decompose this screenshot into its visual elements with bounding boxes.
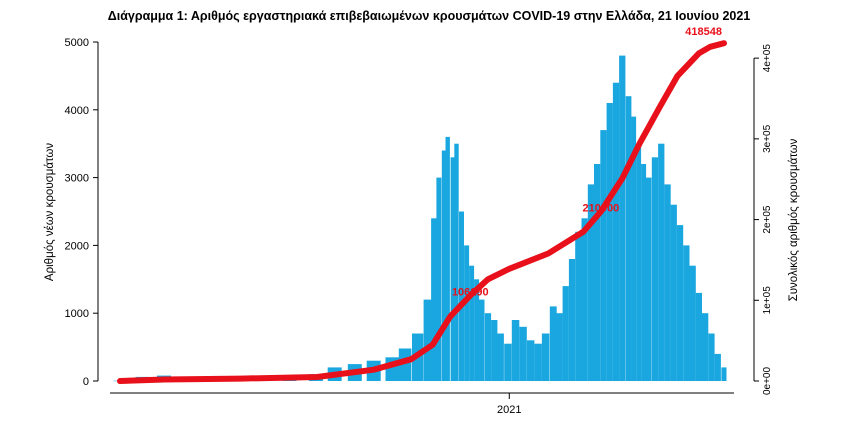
bar <box>526 340 535 381</box>
bar <box>474 279 480 381</box>
bar <box>689 265 696 381</box>
bar <box>459 211 464 381</box>
y-tick-label: 2000 <box>65 240 89 252</box>
bar <box>445 136 450 381</box>
annotation-label: 418548 <box>685 26 722 38</box>
cumulative-cases-line <box>117 40 727 384</box>
annotation-label: 210000 <box>583 203 620 215</box>
bar <box>695 292 702 381</box>
bar <box>398 348 412 381</box>
bar <box>534 343 542 381</box>
bar <box>511 320 520 381</box>
bar <box>670 204 677 381</box>
bar <box>504 343 512 381</box>
bar <box>519 326 527 381</box>
bar <box>641 164 647 381</box>
bar <box>450 157 455 381</box>
bar <box>478 299 485 381</box>
bar <box>645 177 652 381</box>
bar <box>721 367 727 381</box>
annotations: 106190 210000 418548 <box>452 26 722 298</box>
x-axis: 2021 <box>110 392 734 416</box>
bar <box>441 150 447 381</box>
bar <box>541 333 550 381</box>
bar <box>497 333 504 381</box>
bar <box>562 286 569 381</box>
bar <box>631 116 637 381</box>
bar <box>600 130 607 381</box>
y2-axis-label: Συνολικός αριθμός κρουσμάτων <box>788 138 800 301</box>
bar <box>619 55 626 381</box>
bar <box>454 143 459 381</box>
annotation-label: 106190 <box>452 286 489 298</box>
bar <box>683 245 690 381</box>
y2-tick-label: 0e+00 <box>762 367 773 396</box>
daily-cases-bars <box>113 55 727 382</box>
bar <box>568 259 576 381</box>
bar <box>436 177 442 381</box>
bar <box>464 245 470 381</box>
bar <box>575 231 582 381</box>
bar <box>594 164 601 381</box>
bar <box>469 265 475 381</box>
y2-tick-label: 1e+05 <box>762 286 773 315</box>
y-tick-label: 1000 <box>65 308 89 320</box>
bar <box>431 218 437 381</box>
y-axis-label: Αριθμός νέων κρουσμάτων <box>44 143 56 281</box>
right-axis: 0e+00 1e+05 2e+05 3e+05 4e+05 <box>753 44 773 396</box>
bar <box>676 225 684 381</box>
bar <box>549 306 557 381</box>
bar <box>612 82 620 381</box>
bar <box>664 184 671 381</box>
bar <box>556 313 563 381</box>
left-axis: 0 1000 2000 3000 4000 5000 <box>65 37 99 388</box>
y-tick-label: 4000 <box>65 105 89 117</box>
y2-tick-label: 2e+05 <box>762 205 773 234</box>
y-tick-label: 3000 <box>65 173 89 185</box>
bar <box>702 313 709 381</box>
bar <box>658 143 665 381</box>
bar <box>636 143 642 381</box>
bar <box>651 157 659 381</box>
x-tick-label: 2021 <box>497 404 521 416</box>
bar <box>484 313 492 381</box>
bar <box>714 353 721 381</box>
y2-tick-label: 4e+05 <box>762 44 773 73</box>
bar <box>491 320 498 381</box>
y-tick-label: 5000 <box>65 37 89 49</box>
bar <box>581 218 588 381</box>
bar <box>587 184 595 381</box>
bar <box>708 333 715 381</box>
y-tick-label: 0 <box>83 376 89 388</box>
chart-title: Διάγραμμα 1: Αριθμός εργαστηριακά επιβεβ… <box>108 9 751 23</box>
bar <box>606 103 613 381</box>
y2-tick-label: 3e+05 <box>762 124 773 153</box>
bar <box>423 299 432 381</box>
bar <box>625 96 632 381</box>
